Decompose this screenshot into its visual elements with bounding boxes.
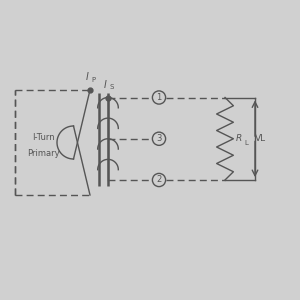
Text: S: S — [110, 84, 114, 90]
Text: P: P — [92, 76, 96, 82]
Text: VL: VL — [255, 134, 266, 143]
Text: R: R — [236, 134, 242, 143]
Text: I: I — [103, 80, 106, 90]
Text: L: L — [244, 140, 248, 146]
Text: 3: 3 — [156, 134, 162, 143]
Text: I: I — [85, 73, 88, 82]
Text: 1: 1 — [156, 93, 162, 102]
Text: I-Turn: I-Turn — [32, 134, 55, 142]
Text: Primary: Primary — [27, 148, 60, 158]
Text: 2: 2 — [156, 176, 162, 184]
